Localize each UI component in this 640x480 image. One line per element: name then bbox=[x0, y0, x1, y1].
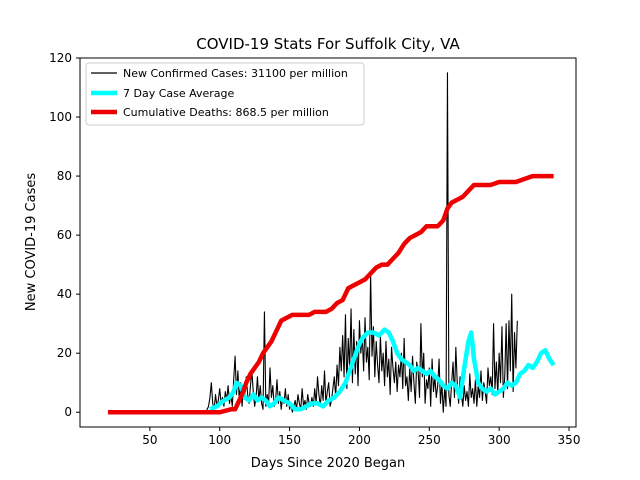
series-layer bbox=[107, 72, 556, 415]
series-line-seven-day-average bbox=[209, 327, 556, 412]
x-tick-label: 50 bbox=[142, 433, 157, 447]
y-tick-label: 120 bbox=[49, 51, 72, 65]
x-axis-ticks: 50 100 150 200 250 300 350 bbox=[142, 427, 580, 447]
y-tick-label: 60 bbox=[57, 228, 72, 242]
y-tick-label: 100 bbox=[49, 110, 72, 124]
x-axis-label: Days Since 2020 Began bbox=[251, 456, 406, 471]
y-axis-ticks: 0 20 40 60 80 100 120 bbox=[49, 51, 80, 419]
y-tick-label: 0 bbox=[64, 405, 72, 419]
legend-box bbox=[85, 62, 365, 126]
y-tick-label: 80 bbox=[57, 169, 72, 183]
legend-label-cumulative-deaths: Cumulative Deaths: 868.5 per million bbox=[123, 106, 329, 119]
x-tick-label: 300 bbox=[488, 433, 511, 447]
chart-title: COVID-19 Stats For Suffolk City, VA bbox=[196, 35, 460, 53]
y-tick-label: 40 bbox=[57, 287, 72, 301]
legend-label-new-cases: New Confirmed Cases: 31100 per million bbox=[123, 67, 348, 80]
chart-legend: New Confirmed Cases: 31100 per million 7… bbox=[85, 62, 365, 126]
x-tick-label: 100 bbox=[208, 433, 231, 447]
y-tick-label: 20 bbox=[57, 346, 72, 360]
plot-frame bbox=[79, 57, 577, 428]
legend-label-seven-day-average: 7 Day Case Average bbox=[123, 87, 235, 100]
x-tick-label: 200 bbox=[348, 433, 371, 447]
x-tick-label: 150 bbox=[278, 433, 301, 447]
x-tick-label: 250 bbox=[418, 433, 441, 447]
series-line-cumulative-deaths bbox=[107, 173, 554, 415]
plot-area bbox=[79, 57, 577, 428]
x-tick-label: 350 bbox=[558, 433, 581, 447]
y-axis-label: New COVID-19 Cases bbox=[24, 173, 39, 311]
